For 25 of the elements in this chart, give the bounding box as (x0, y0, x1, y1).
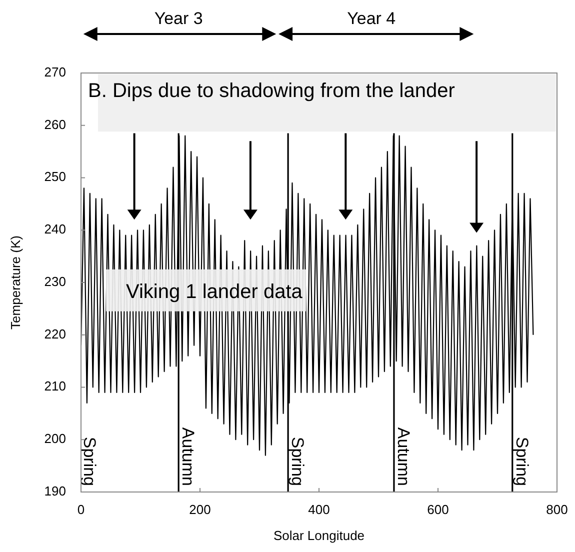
y-tick-label: 210 (44, 378, 66, 394)
y-tick-label: 240 (44, 222, 66, 237)
annotation: Spring (80, 436, 99, 486)
y-tick-label: 250 (44, 169, 66, 184)
text: Year 3 (154, 9, 203, 28)
ref-line-label: Spring (288, 436, 308, 486)
annotation: Viking 1 lander data (126, 281, 304, 304)
x-tick-label: 200 (189, 502, 211, 517)
ref-line-label: Spring (512, 436, 532, 486)
x-tick-label: 800 (546, 502, 568, 517)
x-tick-label: 600 (427, 502, 449, 517)
ref-line-label: Autumn (394, 427, 413, 486)
text: Year 4 (347, 9, 396, 28)
annotation: B. Dips due to shadowing from the lander (88, 80, 456, 102)
y-tick-label: 260 (44, 116, 66, 132)
y-tick-label: 270 (44, 64, 66, 80)
x-tick-label: 400 (308, 502, 330, 517)
y-tick-label: 200 (44, 431, 66, 446)
x-tick-label: 0 (77, 502, 85, 517)
y-tick-label: 190 (44, 483, 66, 498)
x-axis-title: Solar Longitude (273, 528, 365, 543)
y-tick-label: 220 (44, 326, 66, 342)
y-tick-label: 230 (44, 274, 66, 289)
ref-line-label: Autumn (178, 427, 198, 486)
y-axis-title: Temperature (K) (8, 236, 23, 330)
